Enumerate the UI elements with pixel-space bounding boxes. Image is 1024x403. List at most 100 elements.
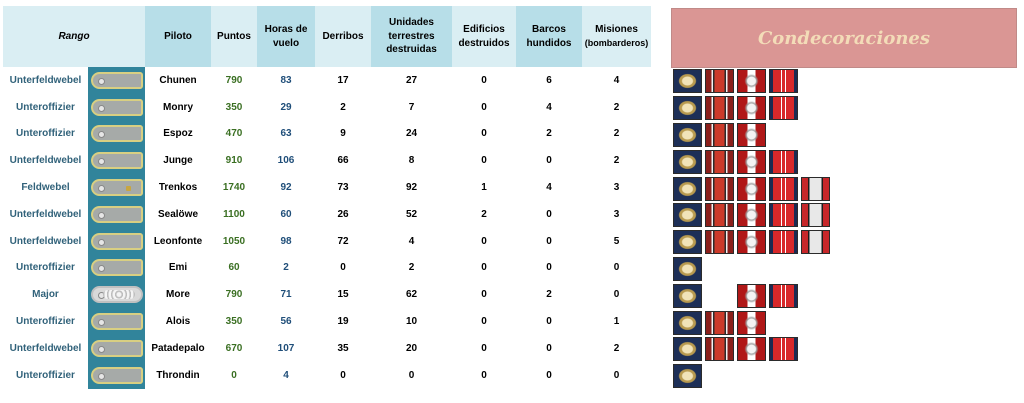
header-edificios: Edificios destruidos [452, 6, 516, 67]
pilot-badge-ribbon-icon [673, 203, 702, 228]
insignia [88, 200, 145, 228]
edificios-value: 0 [481, 289, 487, 301]
misiones-value: 3 [613, 182, 620, 194]
derribos-value: 19 [337, 316, 349, 328]
rank-label: Unterfeldwebel [9, 74, 82, 86]
misiones-value: 2 [613, 155, 620, 167]
pilot-badge-ribbon-icon [673, 96, 702, 121]
table-row: Unterfeldwebel Junge 910 106 66 8 0 0 2 [3, 147, 651, 175]
pilot-name: Emi [168, 262, 188, 274]
service-ribbon-icon [769, 283, 798, 308]
header-piloto: Piloto [145, 6, 211, 67]
barcos-value: 0 [546, 316, 552, 328]
misiones-value: 0 [613, 369, 620, 381]
header-rango: Rango [3, 6, 145, 67]
shoulder-strap-icon [90, 339, 143, 357]
eagle-ribbon-icon [737, 69, 766, 94]
insignia [88, 174, 145, 201]
table-row: Unteroffizier Alois 350 56 19 10 0 0 1 [3, 308, 651, 335]
derribos-value: 0 [340, 262, 346, 274]
edificios-value: 0 [481, 128, 487, 140]
unidades-value: 92 [405, 182, 418, 194]
pilot-name: Throndin [156, 369, 200, 381]
derribos-value: 17 [337, 74, 349, 86]
pilot-name: More [166, 289, 190, 301]
eagle-ribbon-icon [737, 149, 766, 174]
campaign-ribbon-icon [705, 203, 734, 228]
horas-value: 92 [280, 182, 292, 194]
campaign-ribbon-icon [705, 149, 734, 174]
horas-value: 71 [280, 289, 292, 301]
wound-ribbon-icon [801, 176, 830, 201]
edificios-value: 0 [481, 369, 487, 381]
unidades-value: 10 [405, 316, 418, 328]
puntos-value: 910 [225, 155, 243, 167]
puntos-value: 0 [231, 369, 237, 381]
barcos-value: 0 [546, 262, 552, 274]
campaign-ribbon-icon [705, 230, 734, 255]
edificios-value: 0 [481, 262, 487, 274]
misiones-value: 4 [613, 74, 620, 86]
puntos-value: 470 [225, 128, 243, 140]
horas-value: 107 [277, 342, 295, 354]
barcos-value: 0 [546, 369, 552, 381]
unidades-value: 8 [408, 155, 415, 167]
header-misiones-sub: (bombarderos) [584, 37, 649, 48]
header-row: Rango Piloto Puntos Horas de vuelo Derri… [3, 6, 651, 67]
unidades-value: 62 [405, 289, 418, 301]
shoulder-strap-icon [90, 125, 143, 143]
rank-label: Unteroffizier [16, 316, 75, 328]
barcos-value: 0 [546, 208, 552, 220]
unidades-value: 0 [408, 369, 415, 381]
table-row: Unteroffizier Emi 60 2 0 2 0 0 0 [3, 254, 651, 282]
rank-label: Unterfeldwebel [9, 235, 82, 247]
insignia [88, 67, 145, 94]
insignia [88, 147, 145, 175]
unidades-value: 52 [405, 208, 418, 220]
pilot-table: Rango Piloto Puntos Horas de vuelo Derri… [3, 6, 651, 389]
eagle-ribbon-icon [737, 283, 766, 308]
insignia [88, 361, 145, 389]
header-misiones-label: Misiones [595, 24, 638, 35]
table-row: Unteroffizier Espoz 470 63 9 24 0 2 2 [3, 120, 651, 148]
edificios-value: 2 [481, 208, 487, 220]
rank-label: Unteroffizier [16, 369, 75, 381]
ribbon-row [673, 309, 833, 336]
rank-label: Unterfeldwebel [9, 155, 82, 167]
unidades-value: 20 [405, 342, 418, 354]
misiones-value: 2 [613, 128, 620, 140]
table-row: Major More 790 71 15 62 0 2 0 [3, 281, 651, 309]
puntos-value: 1740 [222, 182, 246, 194]
pilot-badge-ribbon-icon [673, 256, 702, 281]
rank-label: Feldwebel [21, 182, 70, 194]
shoulder-strap-icon [90, 366, 143, 384]
pilot-badge-ribbon-icon [673, 310, 702, 335]
pilot-badge-ribbon-icon [673, 337, 702, 362]
table-body: Unterfeldwebel Chunen 790 83 17 27 0 6 4 Unteroff… [3, 67, 651, 389]
table-row: Unterfeldwebel Sealöwe 1100 60 26 52 2 0 3 [3, 200, 651, 228]
table-row: Unterfeldwebel Chunen 790 83 17 27 0 6 4 [3, 67, 651, 94]
pilot-badge-ribbon-icon [673, 69, 702, 94]
campaign-ribbon-icon [705, 176, 734, 201]
puntos-value: 670 [225, 342, 243, 354]
edificios-value: 0 [481, 101, 487, 113]
unidades-value: 24 [405, 128, 418, 140]
ribbon-row [673, 202, 833, 229]
puntos-value: 1100 [223, 208, 245, 220]
ribbon-row [673, 229, 833, 256]
shoulder-strap-icon [90, 259, 143, 277]
pilot-name: Monry [163, 101, 193, 113]
barcos-value: 0 [546, 342, 552, 354]
rank-label: Major [32, 289, 59, 301]
edificios-value: 0 [481, 342, 487, 354]
ribbon-row [673, 175, 833, 202]
service-ribbon-icon [769, 149, 798, 174]
header-derribos: Derribos [315, 6, 371, 67]
header-barcos: Barcos hundidos [516, 6, 582, 67]
header-unidades: Unidades terrestres destruidas [371, 6, 452, 67]
misiones-value: 1 [613, 316, 620, 328]
header-misiones: Misiones (bombarderos) [582, 6, 651, 67]
horas-value: 4 [283, 369, 289, 381]
horas-value: 29 [280, 101, 292, 113]
service-ribbon-icon [769, 337, 798, 362]
